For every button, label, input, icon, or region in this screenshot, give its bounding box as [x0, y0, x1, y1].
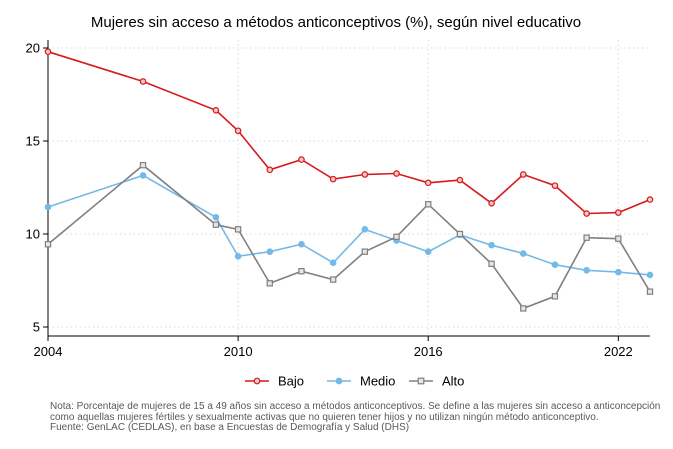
legend-marker — [417, 377, 425, 385]
data-point — [212, 213, 220, 221]
data-point — [583, 210, 590, 217]
data-point — [488, 241, 495, 249]
series-layer — [44, 48, 654, 312]
data-point — [139, 161, 147, 169]
series-medio — [44, 172, 654, 279]
legend-item-bajo: Bajo — [245, 374, 304, 389]
data-point — [425, 201, 432, 208]
source-text: Fuente: GenLAC (CEDLAS), en base a Encue… — [50, 422, 410, 433]
data-point — [139, 78, 147, 85]
data-point — [520, 305, 527, 312]
data-point — [393, 170, 400, 177]
data-point — [298, 268, 305, 275]
data-point — [44, 48, 52, 56]
data-point — [646, 196, 654, 203]
x-tick-label: 2016 — [414, 344, 443, 359]
data-point — [424, 179, 432, 187]
data-point — [551, 261, 559, 268]
legend: Bajo Medio Alto — [245, 374, 464, 389]
y-tick-label: 5 — [33, 320, 40, 335]
data-point — [519, 250, 527, 257]
chart-title: Mujeres sin acceso a métodos anticoncept… — [91, 14, 581, 31]
data-point — [212, 107, 220, 114]
data-point — [551, 182, 559, 189]
chart-notes: Nota: Porcentaje de mujeres de 15 a 49 a… — [50, 401, 665, 434]
data-point — [519, 171, 527, 178]
legend-marker — [335, 377, 343, 385]
x-tick-label: 2010 — [224, 344, 253, 359]
series-line-alto — [47, 164, 651, 310]
data-point — [424, 248, 432, 255]
legend-item-alto: Alto — [409, 374, 464, 389]
legend-marker — [253, 377, 261, 385]
data-point — [456, 176, 464, 184]
data-point — [361, 248, 369, 255]
data-point — [266, 248, 274, 255]
series-line-bajo — [47, 50, 651, 215]
data-point — [615, 209, 622, 216]
data-point — [361, 171, 369, 178]
x-tick-label: 2022 — [604, 344, 633, 359]
data-point — [298, 240, 305, 248]
data-point — [583, 266, 590, 274]
data-point — [646, 271, 654, 279]
data-point — [583, 234, 590, 241]
legend-label: Alto — [442, 374, 464, 389]
data-point — [234, 127, 242, 135]
data-point — [266, 280, 273, 287]
data-point — [361, 226, 369, 233]
y-tick-label: 10 — [26, 227, 40, 242]
data-point — [393, 233, 400, 240]
legend-label: Bajo — [278, 374, 304, 389]
data-point — [44, 241, 52, 248]
series-bajo — [44, 48, 654, 217]
legend-label: Medio — [360, 374, 395, 389]
data-point — [615, 268, 622, 276]
data-point — [329, 259, 337, 267]
data-point — [456, 230, 464, 238]
data-point — [329, 175, 337, 183]
data-point — [44, 203, 52, 211]
data-point — [646, 288, 654, 295]
data-point — [212, 221, 220, 228]
note-text: Nota: Porcentaje de mujeres de 15 a 49 a… — [50, 401, 661, 423]
data-point — [551, 293, 559, 300]
data-point — [488, 260, 495, 267]
data-point — [488, 200, 495, 207]
data-point — [329, 276, 337, 283]
data-point — [298, 156, 305, 163]
axes: 5 10 15 20 2004 2010 2016 2022 — [26, 40, 650, 359]
gridlines — [47, 40, 650, 336]
data-point — [139, 172, 147, 179]
data-point — [234, 226, 242, 233]
legend-item-medio: Medio — [327, 374, 395, 389]
data-point — [615, 235, 622, 242]
series-alto — [44, 161, 654, 312]
y-tick-label: 20 — [26, 41, 40, 56]
x-tick-label: 2004 — [34, 344, 63, 359]
data-point — [234, 253, 242, 260]
y-tick-label: 15 — [26, 134, 40, 149]
data-point — [266, 166, 274, 174]
